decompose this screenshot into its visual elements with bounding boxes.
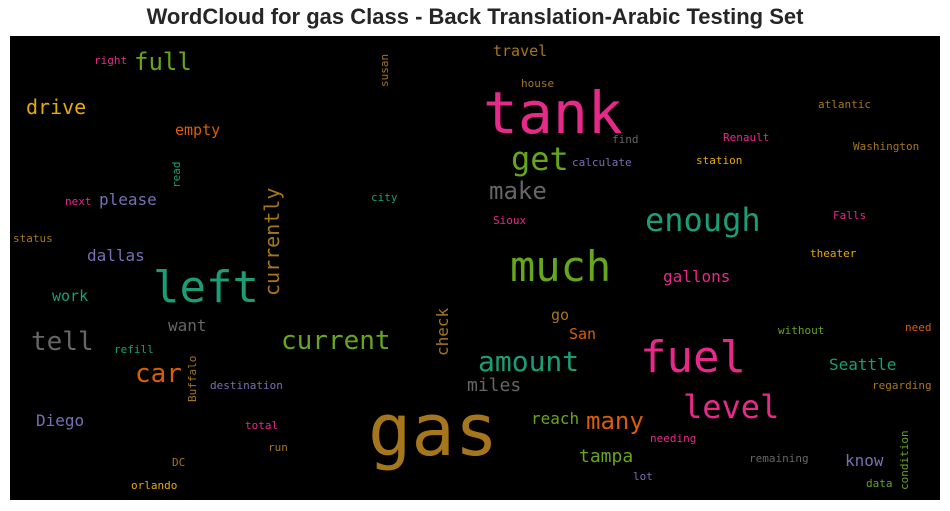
word-tell: tell — [31, 327, 94, 357]
word-dc: DC — [172, 456, 185, 469]
word-right: right — [94, 54, 127, 67]
word-left: left — [153, 262, 259, 313]
word-refill: refill — [114, 343, 154, 356]
word-know: know — [845, 451, 884, 470]
word-condition: condition — [898, 430, 911, 490]
word-fuel: fuel — [640, 332, 746, 383]
word-find: find — [612, 133, 639, 146]
word-regarding: regarding — [872, 379, 932, 392]
word-house: house — [521, 77, 554, 90]
word-washington: Washington — [853, 140, 919, 153]
word-lot: lot — [633, 470, 653, 483]
chart-title: WordCloud for gas Class - Back Translati… — [146, 4, 804, 29]
word-status: status — [13, 232, 53, 245]
word-calculate: calculate — [572, 156, 632, 169]
word-renault: Renault — [723, 131, 769, 144]
word-tank: tank — [483, 79, 623, 147]
word-full: full — [134, 48, 192, 76]
word-orlando: orlando — [131, 479, 177, 492]
word-read: read — [170, 162, 183, 189]
word-susan: susan — [378, 54, 391, 87]
word-diego: Diego — [36, 411, 84, 430]
word-go: go — [551, 306, 569, 324]
word-seattle: Seattle — [829, 355, 896, 374]
word-dallas: dallas — [87, 246, 145, 265]
word-current: current — [281, 326, 391, 356]
word-city: city — [371, 191, 398, 204]
word-next: next — [65, 195, 92, 208]
word-theater: theater — [810, 247, 857, 260]
word-without: without — [778, 324, 824, 337]
word-much: much — [510, 242, 611, 291]
word-data: data — [866, 477, 893, 490]
word-atlantic: atlantic — [818, 98, 871, 111]
word-need: need — [905, 321, 932, 334]
word-amount: amount — [478, 345, 579, 378]
word-enough: enough — [645, 201, 761, 239]
word-get: get — [511, 140, 569, 178]
word-make: make — [489, 177, 547, 205]
word-please: please — [99, 190, 157, 209]
word-total: total — [245, 419, 278, 432]
word-falls: Falls — [833, 209, 866, 222]
word-reach: reach — [531, 409, 579, 428]
word-san: San — [569, 325, 596, 343]
word-empty: empty — [175, 121, 220, 139]
word-check: check — [433, 307, 452, 356]
word-level: level — [683, 388, 779, 426]
word-gas: gas — [368, 388, 498, 472]
word-remaining: remaining — [749, 452, 809, 465]
word-drive: drive — [26, 95, 86, 119]
word-needing: needing — [650, 432, 696, 445]
word-car: car — [135, 359, 182, 389]
word-tampa: tampa — [579, 446, 633, 467]
word-station: station — [696, 154, 742, 167]
word-sioux: Sioux — [493, 214, 526, 227]
word-run: run — [268, 441, 288, 454]
word-currently: currently — [260, 188, 284, 296]
word-travel: travel — [493, 42, 547, 60]
word-work: work — [52, 287, 88, 305]
word-destination: destination — [210, 379, 283, 392]
word-many: many — [586, 407, 644, 435]
word-want: want — [168, 316, 207, 335]
word-miles: miles — [467, 375, 521, 396]
word-gallons: gallons — [663, 267, 730, 286]
cloud-background — [10, 36, 940, 500]
word-buffalo: Buffalo — [186, 356, 199, 402]
